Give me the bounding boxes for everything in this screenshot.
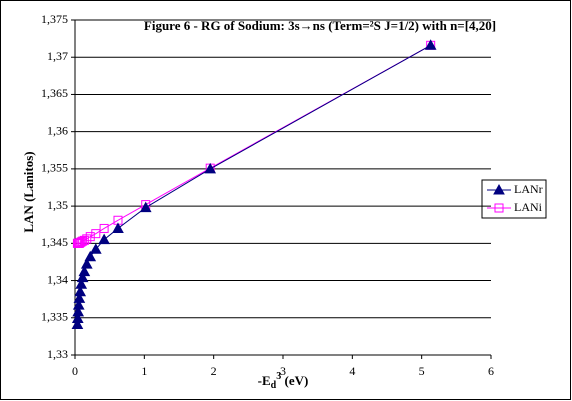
x-axis-label: -Ed3 (eV) [258, 371, 309, 391]
y-tick-label: 1,37 [47, 49, 68, 63]
y-axis-label: LAN (Lanitos) [21, 151, 36, 232]
data-point [424, 39, 437, 50]
data-point [91, 229, 101, 239]
legend-label: LANi [514, 200, 543, 214]
y-tick-label: 1,365 [41, 86, 68, 100]
y-tick-label: 1,345 [41, 235, 68, 249]
x-label-part: -E [258, 373, 271, 388]
data-point [75, 238, 85, 248]
legend-box [481, 179, 547, 219]
x-label-unit: (eV) [281, 373, 308, 388]
data-point [139, 201, 152, 213]
x-tick-label: 6 [488, 364, 494, 378]
y-tick-label: 1,35 [47, 198, 68, 212]
data-point [99, 223, 109, 233]
y-tick-label: 1,335 [41, 310, 68, 324]
data-point [71, 318, 84, 329]
y-tick-label: 1,355 [41, 161, 68, 175]
x-tick-label: 4 [349, 364, 355, 378]
x-label-sub: d [271, 380, 277, 391]
chart-title: Figure 6 - RG of Sodium: 3s→ns (Term=²S … [144, 18, 496, 33]
data-point [89, 243, 102, 254]
data-point [98, 233, 110, 245]
y-tick-label: 1,34 [47, 272, 68, 286]
data-point [84, 250, 97, 262]
legend-marker [493, 183, 505, 195]
data-point [72, 238, 82, 248]
y-tick-label: 1,36 [47, 123, 68, 137]
data-point [204, 162, 217, 174]
x-tick-label: 2 [211, 364, 217, 378]
legend-marker [494, 203, 504, 213]
x-tick-label: 1 [141, 364, 147, 378]
x-tick-label: 5 [419, 364, 425, 378]
y-tick-label: 1,33 [47, 347, 68, 361]
data-point [112, 222, 124, 233]
x-tick-label: 0 [72, 364, 78, 378]
x-label-sup: 3 [276, 371, 281, 382]
legend-label: LANr [514, 182, 543, 196]
x-tick-label: 3 [280, 364, 286, 378]
y-tick-label: 1,375 [41, 12, 68, 26]
